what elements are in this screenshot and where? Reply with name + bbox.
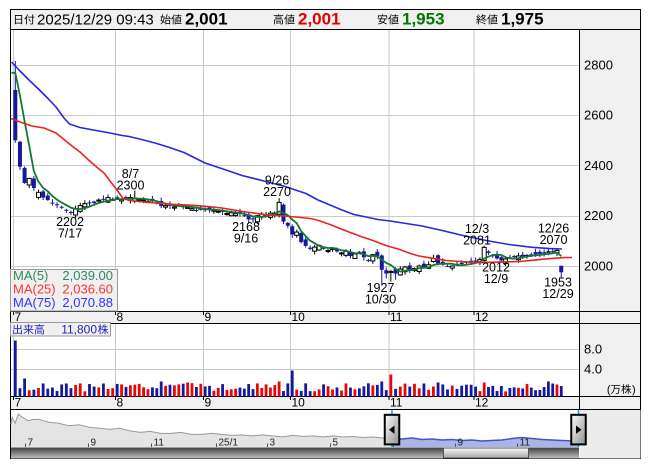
svg-text:9/26: 9/26 <box>265 174 289 188</box>
svg-text:10: 10 <box>292 396 306 410</box>
svg-text:2,001: 2,001 <box>298 10 341 29</box>
svg-text:2000: 2000 <box>584 259 613 274</box>
svg-text:2070: 2070 <box>540 233 568 247</box>
svg-text:10: 10 <box>292 310 306 324</box>
svg-text:2025/12/29 09:43: 2025/12/29 09:43 <box>37 12 154 29</box>
svg-text:12/9: 12/9 <box>484 272 508 286</box>
svg-text:2202: 2202 <box>56 215 84 229</box>
svg-text:9: 9 <box>205 396 212 410</box>
svg-text:12: 12 <box>475 396 489 410</box>
svg-text:2,001: 2,001 <box>185 10 228 29</box>
svg-text:MA(25): MA(25) <box>13 282 56 297</box>
svg-text:9/16: 9/16 <box>234 231 258 245</box>
svg-text:8/7: 8/7 <box>122 167 139 181</box>
svg-text:2200: 2200 <box>584 208 613 223</box>
svg-text:11: 11 <box>390 396 403 410</box>
svg-text:8.0: 8.0 <box>584 342 602 357</box>
svg-text:1953: 1953 <box>544 276 572 290</box>
svg-text:(: ( <box>607 384 611 396</box>
svg-text:9: 9 <box>458 438 464 449</box>
svg-text:7: 7 <box>15 396 22 410</box>
svg-text:7: 7 <box>28 438 34 449</box>
svg-text:12/29: 12/29 <box>542 287 573 301</box>
svg-text:2800: 2800 <box>584 57 613 72</box>
svg-text:11,800: 11,800 <box>61 323 97 337</box>
svg-text:): ) <box>632 384 636 396</box>
svg-text:7/17: 7/17 <box>58 226 82 240</box>
svg-text:2,070.88: 2,070.88 <box>62 295 113 310</box>
svg-text:7: 7 <box>15 310 22 324</box>
svg-text:1927: 1927 <box>367 281 395 295</box>
svg-text:8: 8 <box>117 396 124 410</box>
svg-text:3: 3 <box>270 438 276 449</box>
svg-text:9: 9 <box>205 310 212 324</box>
svg-text:MA(5): MA(5) <box>13 268 48 283</box>
svg-text:2081: 2081 <box>463 233 491 247</box>
svg-text:11: 11 <box>154 438 165 449</box>
svg-text:10/30: 10/30 <box>365 292 396 306</box>
svg-text:25/1: 25/1 <box>219 438 239 449</box>
svg-text:12/26: 12/26 <box>538 222 569 236</box>
svg-text:11: 11 <box>390 310 403 324</box>
svg-text:4.0: 4.0 <box>584 362 602 377</box>
svg-text:2270: 2270 <box>263 185 291 199</box>
svg-text:2012: 2012 <box>482 261 510 275</box>
svg-text:1,953: 1,953 <box>402 10 445 29</box>
svg-text:2400: 2400 <box>584 158 613 173</box>
svg-text:8: 8 <box>117 310 124 324</box>
svg-text:2600: 2600 <box>584 108 613 123</box>
svg-text:5: 5 <box>333 438 339 449</box>
svg-text:2168: 2168 <box>232 220 260 234</box>
svg-text:MA(75): MA(75) <box>13 295 56 310</box>
svg-text:11: 11 <box>520 438 531 449</box>
svg-text:2,036.60: 2,036.60 <box>62 282 113 297</box>
svg-text:9: 9 <box>91 438 97 449</box>
svg-text:2300: 2300 <box>117 178 145 192</box>
svg-text:12: 12 <box>475 310 489 324</box>
svg-text:12/3: 12/3 <box>465 222 489 236</box>
svg-text:1,975: 1,975 <box>501 10 544 29</box>
svg-text:2,039.00: 2,039.00 <box>62 268 113 283</box>
